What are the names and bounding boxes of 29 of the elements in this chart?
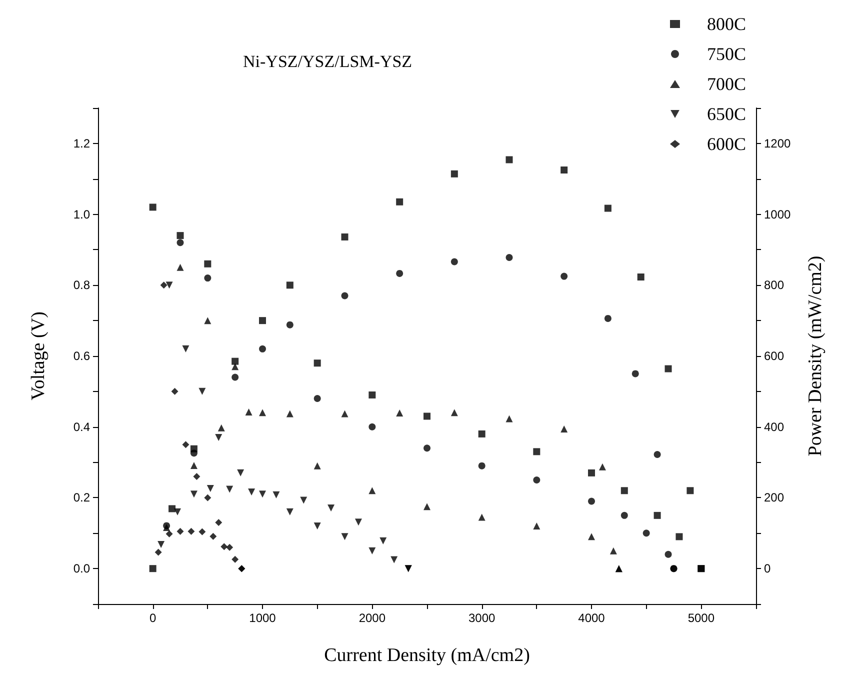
y2-tick-label: 1200 (764, 136, 792, 150)
y2-tick-label: 200 (764, 490, 784, 505)
x-axis-title: Current Density (mA/cm2) (324, 645, 530, 666)
y-tick-label: 0.2 (73, 490, 90, 505)
y-axis-title: Voltage (V) (28, 312, 49, 400)
chart-title: Ni-YSZ/YSZ/LSM-YSZ (243, 52, 412, 71)
legend-label: 700C (706, 74, 746, 94)
y-tick-label: 0.0 (73, 562, 90, 576)
y-tick-label: 0.6 (73, 349, 90, 363)
x-tick-label: 0 (149, 611, 156, 625)
y-tick-label: 0.8 (73, 278, 90, 292)
y2-axis-title: Power Density (mW/cm2) (805, 256, 826, 456)
y-tick-label: 0.4 (73, 420, 90, 434)
y2-tick-label: 400 (764, 420, 784, 434)
legend-label: 800C (706, 14, 746, 34)
y2-tick-label: 600 (764, 349, 784, 363)
legend-label: 750C (706, 44, 746, 64)
x-tick-label: 1000 (249, 611, 276, 625)
x-tick-label: 5000 (688, 611, 715, 625)
y-tick-label: 1.0 (73, 207, 90, 222)
y2-tick-label: 0 (764, 562, 771, 576)
y2-tick-label: 1000 (764, 207, 792, 222)
legend-label: 600C (706, 134, 746, 154)
x-tick-label: 4000 (578, 611, 606, 625)
x-tick-label: 3000 (468, 611, 496, 625)
y-tick-label: 1.2 (73, 136, 90, 150)
y2-tick-label: 800 (764, 278, 784, 292)
legend-label: 650C (706, 104, 746, 124)
x-tick-label: 2000 (358, 611, 386, 625)
